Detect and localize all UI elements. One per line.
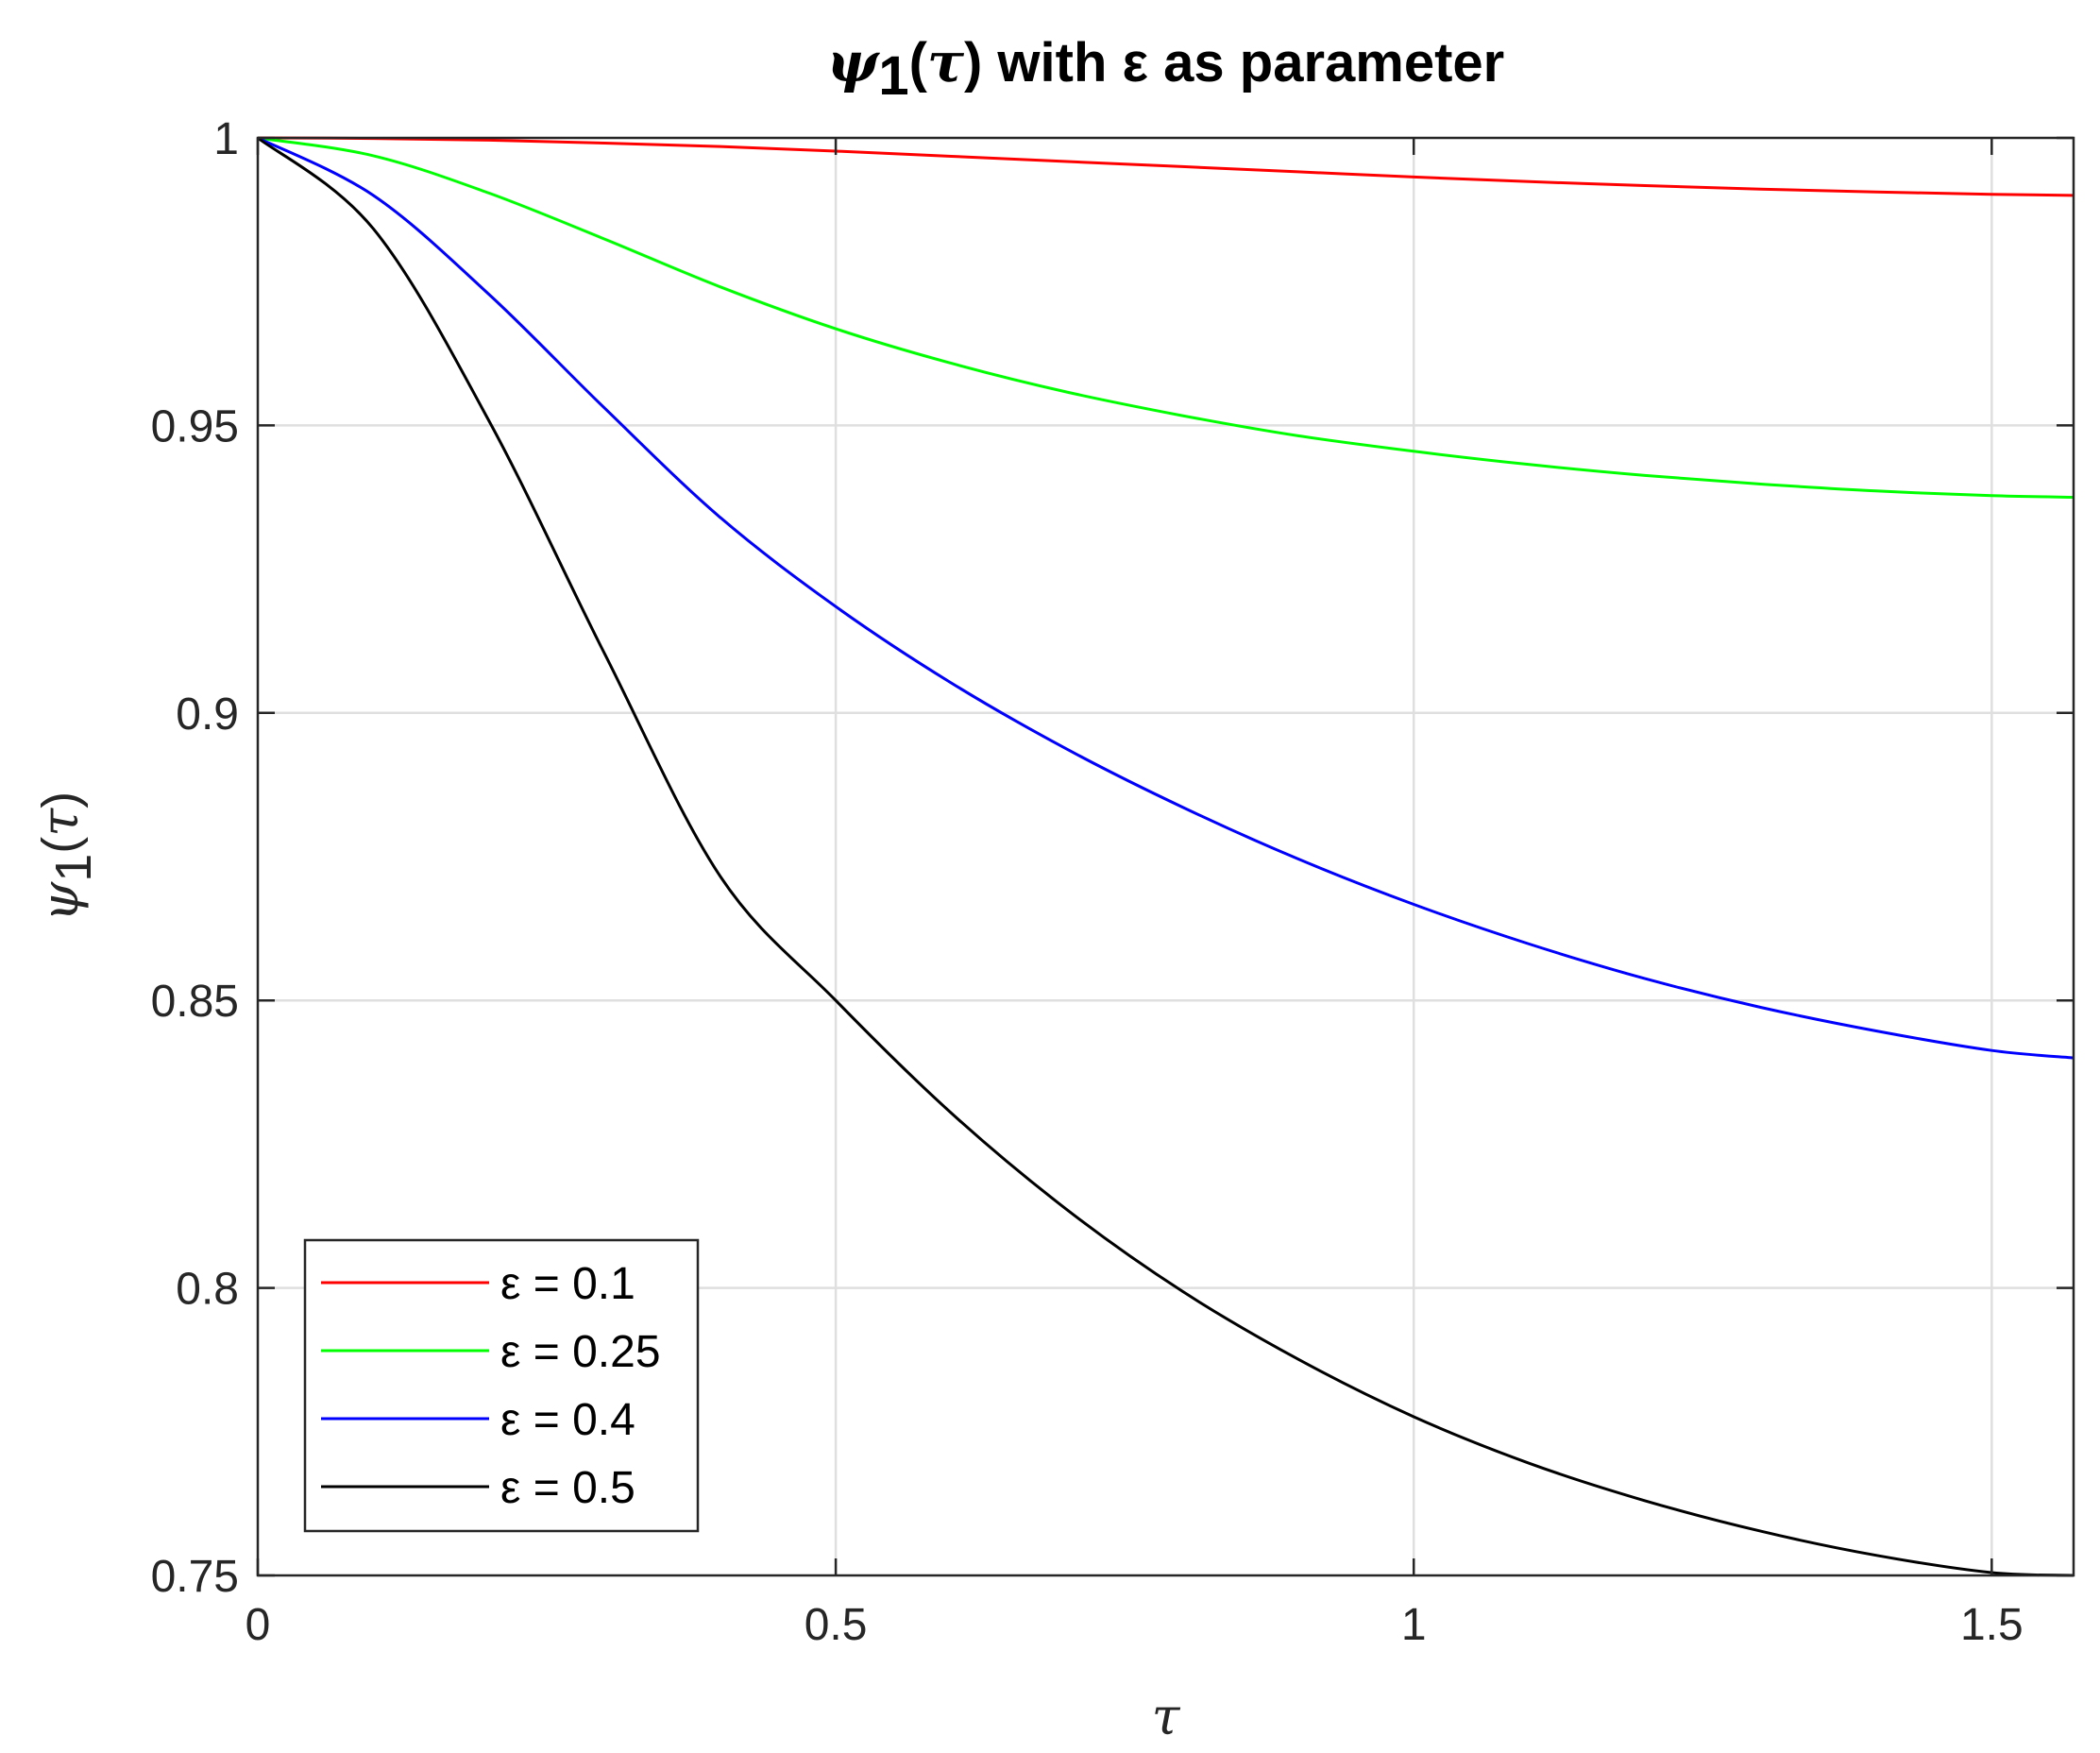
legend-label-1: ε = 0.1 [500,1259,635,1309]
axis-ticks [256,136,2074,1577]
x-tick-label: 0.5 [804,1600,868,1650]
y-tick-label: 0.9 [176,689,239,740]
ylabel-psi: ψ [30,881,90,922]
title-rest: with ε as parameter [982,32,1504,94]
x-tick-label: 0 [246,1600,271,1650]
title-psi: ψ [827,30,881,94]
ylabel-tau: τ [30,808,90,837]
legend-label-3: ε = 0.4 [500,1395,635,1445]
title-open-paren: ( [909,32,928,94]
series-line-1 [257,136,2075,197]
ylabel-close-paren: ) [32,791,89,808]
legend-box [303,1238,700,1533]
series-line-4 [257,136,2075,1577]
legend: ε = 0.1 ε = 0.25 ε = 0.4 ε = 0.5 [303,1238,700,1533]
y-tick-label: 0.8 [176,1265,239,1315]
y-tick-label: 0.75 [151,1552,239,1602]
y-axis-label: ψ1(τ) [30,791,102,922]
chart-title: ψ1(τ) with ε as parameter [827,30,1505,107]
ylabel-open-paren: ( [32,837,89,854]
legend-label-4: ε = 0.5 [500,1463,635,1513]
ylabel-subscript: 1 [45,854,102,882]
series-line-2 [257,136,2075,499]
title-close-paren: ) [964,32,982,94]
series-line-3 [257,136,2075,1060]
plot-area-frame [256,136,2075,1577]
legend-label-2: ε = 0.25 [500,1327,661,1377]
x-tick-label: 1.5 [1960,1600,2024,1650]
x-tick-label: 1 [1401,1600,1427,1650]
y-tick-label: 0.85 [151,977,239,1027]
title-subscript: 1 [878,45,908,107]
title-tau: τ [927,30,965,94]
series-lines [257,136,2075,1577]
y-tick-label: 1 [213,114,239,164]
x-axis-label: τ [1152,1687,1181,1746]
y-tick-label: 0.95 [151,401,239,451]
